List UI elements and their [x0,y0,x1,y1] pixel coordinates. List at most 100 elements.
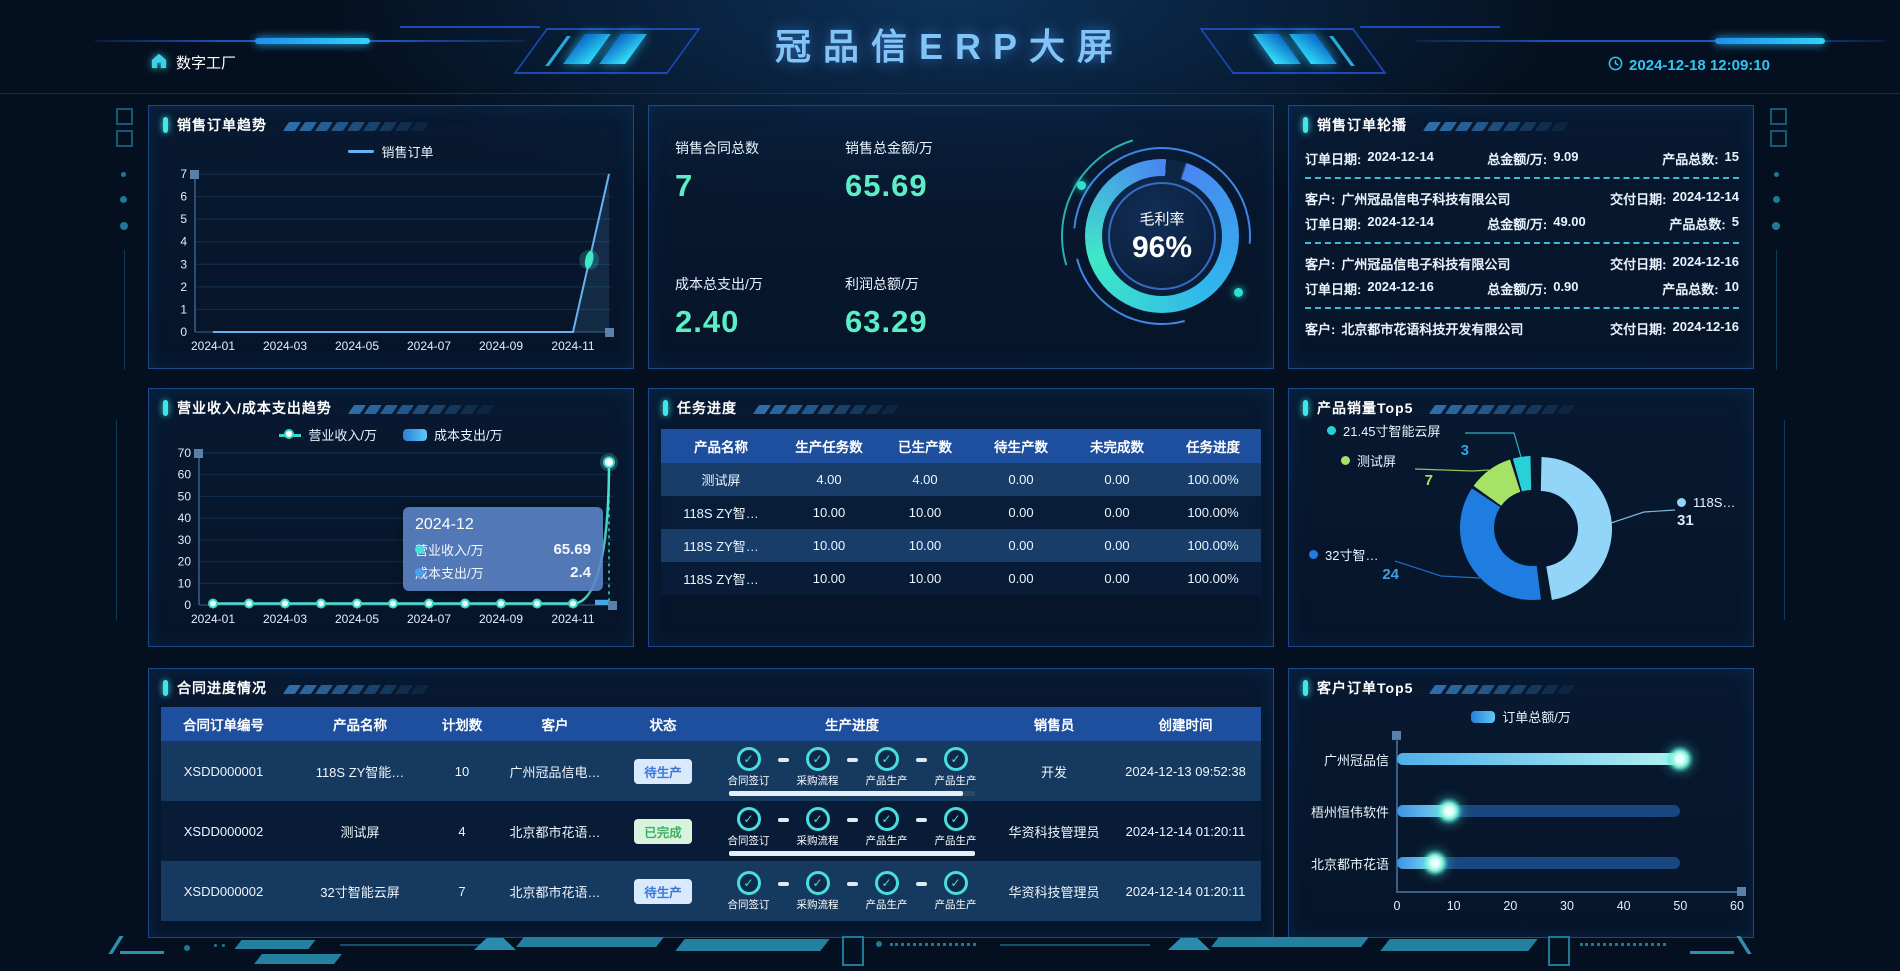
table-row: 测试屏 4.00 4.00 0.00 0.00 100.00% [661,463,1261,496]
production-steps: ✓ 合同签订 ✓ 采购流程 ✓ 产品生产 ✓ 产品生产 [706,870,998,912]
panel-title: 产品销量Top5 [1317,400,1414,416]
header-deco-glow-left [255,38,370,44]
revenue-legend[interactable]: 营业收入/万 成本支出/万 [149,425,633,444]
status-badge: 待生产 [634,758,692,784]
bar-end-glow-dot [1420,849,1449,877]
panel-title: 合同进度情况 [177,680,267,696]
donut-label-118s: 118S… 31 [1677,495,1736,529]
panel-customer-top5: 客户订单Top5 订单总额/万 广州冠品信 梧州恒伟软件 北京都市花语 0 10 2… [1288,668,1754,938]
svg-text:2024-05: 2024-05 [335,339,379,353]
tooltip-dot-revenue [415,545,424,554]
datetime: 2024-12-18 12:09:10 [1608,56,1770,75]
status-badge: 待生产 [634,878,692,904]
task-table: 产品名称 生产任务数 已生产数 待生产数 未完成数 任务进度 测试屏 4.00 4.00… [661,429,1261,595]
check-icon: ✓ [805,870,830,895]
bar-end-glow-dot [1665,745,1694,773]
svg-text:60: 60 [178,468,192,482]
line-legend-icon [348,150,375,153]
donut-label-ceshiping: 测试屏 7 [1341,451,1433,489]
check-icon: ✓ [805,806,830,831]
series-dot-icon [1327,426,1336,435]
header-divider [0,93,1900,94]
title-slashes [282,684,430,694]
bar-legend-icon [403,428,427,441]
bar-row: 梧州恒伟软件 [1289,797,1753,825]
svg-text:2: 2 [180,280,187,294]
gauge-dot [1234,288,1243,297]
panel-contract-progress: 合同进度情况 合同订单编号 产品名称 计划数 客户 状态 生产进度 销售员 创建时间 X… [148,668,1274,938]
svg-text:4: 4 [180,235,187,249]
bar-row: 广州冠品信 [1289,745,1753,773]
panel-order-carousel: 销售订单轮播 订单日期: 2024-12-14 总金额/万: 9.09 产品总数: 1… [1288,105,1754,369]
panel-title: 营业收入/成本支出趋势 [177,400,332,416]
dashed-divider [1305,242,1739,244]
check-icon: ✓ [736,806,761,831]
gauge-dot [1077,181,1086,190]
check-icon: ✓ [805,746,830,771]
panel-title: 销售订单轮播 [1317,117,1407,133]
svg-text:0: 0 [180,325,187,339]
svg-text:1: 1 [180,302,187,316]
series-dot-icon [1341,456,1350,465]
svg-text:70: 70 [178,446,192,460]
list-item: 客户: 北京都市花语科技开发有限公司 交付日期: 2024-12-16 [1305,319,1739,337]
home-icon [150,52,168,73]
svg-text:2024-03: 2024-03 [263,612,307,626]
panel-sales-order-trend: 销售订单趋势 销售订单 0 1 2 3 4 5 6 7 2024-01 2024-03 2024-0… [148,105,634,369]
panel-revenue-cost-trend: 营业收入/成本支出趋势 营业收入/万 成本支出/万 0 10 20 30 40 50 60 7… [148,388,634,647]
panel-title: 销售订单趋势 [177,117,267,133]
production-steps: ✓ 合同签订 ✓ 采购流程 ✓ 产品生产 ✓ 产品生产 [706,746,998,796]
donut-label-2145: 21.45寸智能云屏 3 [1327,421,1469,459]
kpi-contract-count: 销售合同总数 7 [675,140,759,203]
check-icon: ✓ [874,870,899,895]
line-marker-legend-icon [279,428,302,440]
title-pill [663,400,668,416]
title-pill [163,117,168,133]
kpi-profit-total: 利润总额/万 63.29 [845,276,928,339]
home-button[interactable]: 数字工厂 [150,52,236,73]
progress-bar [729,790,975,796]
table-header: 合同订单编号 产品名称 计划数 客户 状态 生产进度 销售员 创建时间 [161,707,1261,741]
check-icon: ✓ [943,806,968,831]
product-top5-donut-chart [1394,432,1676,601]
check-icon: ✓ [736,870,761,895]
panel-task-progress: 任务进度 产品名称 生产任务数 已生产数 待生产数 未完成数 任务进度 测试屏 4.00… [648,388,1274,647]
customer-top5-bar-chart: 广州冠品信 梧州恒伟软件 北京都市花语 0 10 20 30 40 50 60 [1289,669,1753,937]
list-item: 客户: 广州冠品信电子科技有限公司 交付日期: 2024-12-14 [1305,189,1739,207]
table-row: XSDD000002 32寸智能云屏 7 北京都市花语… 待生产 ✓ 合同签订 ✓… [161,861,1261,921]
dashed-divider [1305,177,1739,179]
page-title: 冠品信ERP大屏 [774,26,1126,67]
check-icon: ✓ [943,870,968,895]
dashed-divider [1305,307,1739,309]
panel-kpi-summary: 销售合同总数 7 销售总金额/万 65.69 成本总支出/万 2.40 利润总额/万 6… [648,99,1299,373]
progress-bar [729,850,975,856]
gauge-value: 96% [1131,230,1193,264]
axis-cap [1392,731,1401,740]
title-pill [1303,400,1308,416]
panel-title: 客户订单Top5 [1317,680,1414,696]
sales-trend-legend[interactable]: 销售订单 [149,142,633,161]
title-pill [1303,680,1308,696]
axis-cap [1737,887,1746,896]
panel-title: 任务进度 [677,400,737,416]
svg-text:2024-03: 2024-03 [263,339,307,353]
svg-text:2024-11: 2024-11 [551,339,594,353]
header: 数字工厂 冠品信ERP大屏 2024-12-18 12:09:10 [0,0,1900,95]
svg-text:2024-01: 2024-01 [191,612,235,626]
kpi-grid: 销售合同总数 7 销售总金额/万 65.69 成本总支出/万 2.40 利润总额/万 6… [675,138,1015,340]
svg-text:20: 20 [178,555,192,569]
series-dot-icon [1677,498,1686,507]
kpi-sales-amount: 销售总金额/万 65.69 [845,140,933,203]
customer-top5-legend[interactable]: 订单总额/万 [1289,707,1753,726]
list-item: 订单日期: 2024-12-14 总金额/万: 49.00 产品总数: 5 [1305,214,1739,232]
gross-margin-gauge: 毛利率 96% [1025,99,1299,373]
contract-table: 合同订单编号 产品名称 计划数 客户 状态 生产进度 销售员 创建时间 XSDD0000… [161,707,1261,921]
list-item: 订单日期: 2024-12-14 总金额/万: 9.09 产品总数: 15 [1305,149,1739,167]
datetime-text: 2024-12-18 12:09:10 [1629,57,1770,74]
svg-text:2024-01: 2024-01 [191,339,235,353]
chart-tooltip: 2024-12 营业收入/万 65.69 成本支出/万 2.4 [403,507,603,591]
title-pill [163,400,168,416]
series-dot-icon [1309,550,1318,559]
production-steps: ✓ 合同签订 ✓ 采购流程 ✓ 产品生产 ✓ 产品生产 [706,806,998,856]
